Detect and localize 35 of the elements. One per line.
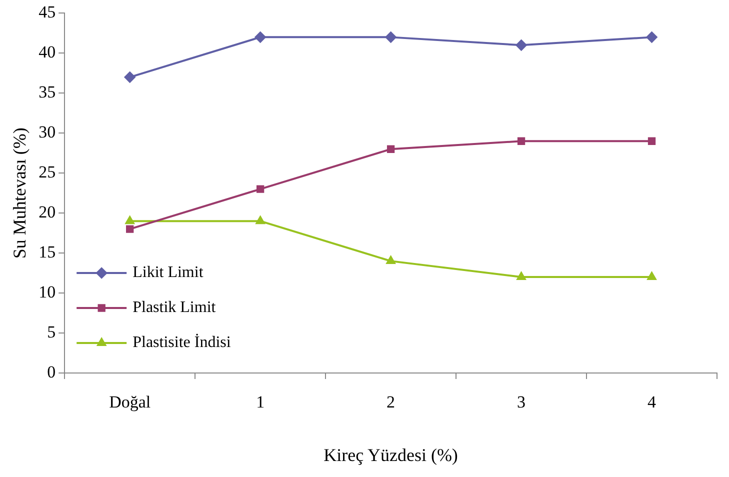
x-axis-title: Kireç Yüzdesi (%) xyxy=(324,444,458,465)
point xyxy=(516,272,526,280)
point xyxy=(126,225,134,233)
point xyxy=(386,145,395,153)
point xyxy=(254,32,266,43)
y-tick-label: 30 xyxy=(38,122,56,142)
x-tick-label: Doğal xyxy=(109,392,151,412)
y-tick-label: 40 xyxy=(38,42,56,62)
y-tick-label: 25 xyxy=(38,162,56,182)
legend-label: Likit Limit xyxy=(132,264,204,282)
point xyxy=(646,32,658,43)
x-tick-label: 1 xyxy=(256,392,265,412)
point xyxy=(647,272,656,280)
y-tick-label: 10 xyxy=(38,282,56,302)
point xyxy=(256,185,264,193)
legend-label: Plastik Limit xyxy=(132,299,216,316)
point xyxy=(124,72,136,83)
point xyxy=(385,32,396,43)
point xyxy=(256,216,265,224)
y-tick-label: 5 xyxy=(47,322,56,342)
y-tick-label: 15 xyxy=(38,242,56,262)
y-tick-label: 35 xyxy=(38,82,56,102)
x-tick-label: 2 xyxy=(386,392,396,412)
y-axis-title: Su Muhtevası (%) xyxy=(10,128,30,259)
point xyxy=(516,40,527,51)
point xyxy=(386,256,396,264)
legend-label: Plastisite İndisi xyxy=(132,333,232,352)
y-tick-label: 20 xyxy=(38,202,56,222)
point xyxy=(125,216,134,224)
point xyxy=(517,137,526,145)
x-tick-label: 3 xyxy=(517,392,526,412)
point xyxy=(648,137,656,145)
x-tick-label: 4 xyxy=(648,392,657,412)
y-tick-label: 0 xyxy=(47,362,56,382)
y-tick-label: 45 xyxy=(38,2,56,22)
